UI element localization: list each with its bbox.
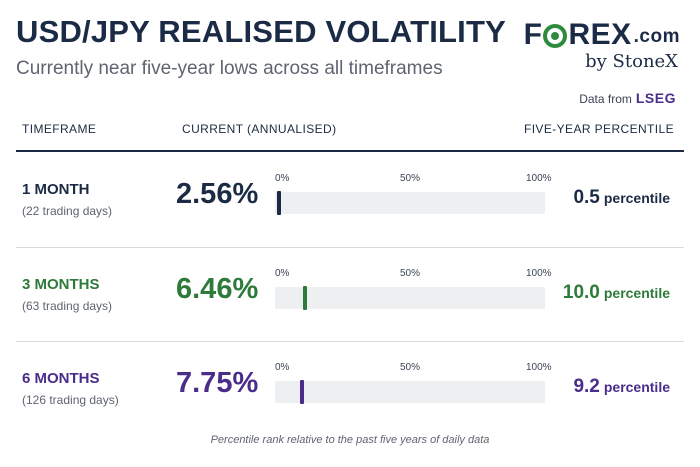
scale-tick-label: 0% bbox=[275, 173, 290, 184]
forex-logo: F REX .com by StoneX bbox=[524, 18, 680, 78]
logo-letters-rex: REX bbox=[568, 18, 632, 51]
percentile-track bbox=[275, 287, 545, 309]
scale-tick-label: 100% bbox=[526, 173, 552, 184]
percentile-number: 0.5 bbox=[573, 187, 600, 208]
percentile-value: 10.0 percentile bbox=[563, 282, 670, 304]
data-source: Data from LSEG bbox=[579, 90, 676, 106]
scale-tick-label: 0% bbox=[275, 268, 290, 279]
column-header-percentile: FIVE-YEAR PERCENTILE bbox=[523, 122, 674, 136]
timeframe-label: 6 MONTHS bbox=[22, 370, 100, 387]
percentile-track bbox=[275, 192, 545, 214]
row-divider bbox=[16, 341, 684, 342]
percentile-word: percentile bbox=[603, 190, 670, 206]
percentile-value: 0.5 percentile bbox=[573, 187, 670, 209]
percentile-word: percentile bbox=[603, 285, 670, 301]
chart-title: USD/JPY REALISED VOLATILITY bbox=[16, 14, 506, 49]
scale-tick-label: 50% bbox=[400, 173, 421, 184]
percentile-number: 9.2 bbox=[573, 376, 600, 397]
logo-letter-f: F bbox=[523, 18, 543, 51]
scale-tick-label: 50% bbox=[400, 268, 421, 279]
percentile-word: percentile bbox=[603, 379, 670, 395]
timeframe-label: 1 MONTH bbox=[22, 181, 90, 198]
column-header-current: CURRENT (ANNUALISED) bbox=[182, 122, 337, 136]
percentile-marker bbox=[300, 380, 305, 404]
source-prefix: Data from bbox=[579, 92, 632, 106]
current-volatility-value: 2.56% bbox=[176, 178, 259, 210]
percentile-marker bbox=[302, 286, 307, 310]
percentile-marker bbox=[276, 191, 281, 215]
source-name: LSEG bbox=[635, 90, 676, 106]
row-divider bbox=[16, 247, 684, 248]
header-divider bbox=[16, 150, 684, 152]
trading-days-label: (126 trading days) bbox=[22, 393, 119, 407]
forex-wordmark: F REX .com bbox=[524, 18, 680, 52]
chart-subtitle: Currently near five-year lows across all… bbox=[16, 58, 443, 79]
scale-tick-label: 100% bbox=[526, 362, 552, 373]
current-volatility-value: 6.46% bbox=[176, 273, 259, 305]
current-volatility-value: 7.75% bbox=[176, 367, 259, 399]
percentile-number: 10.0 bbox=[562, 282, 600, 303]
scale-tick-label: 50% bbox=[400, 362, 421, 373]
logo-o-icon bbox=[543, 24, 568, 48]
trading-days-label: (63 trading days) bbox=[22, 299, 113, 313]
logo-dotcom: .com bbox=[633, 26, 680, 47]
scale-tick-label: 0% bbox=[275, 362, 290, 373]
trading-days-label: (22 trading days) bbox=[22, 204, 113, 218]
logo-by-line: by StoneX bbox=[585, 51, 678, 72]
footnote: Percentile rank relative to the past fiv… bbox=[210, 434, 490, 446]
scale-tick-label: 100% bbox=[526, 268, 552, 279]
timeframe-label: 3 MONTHS bbox=[22, 276, 100, 293]
percentile-track bbox=[275, 381, 545, 403]
percentile-value: 9.2 percentile bbox=[573, 376, 670, 398]
column-header-timeframe: TIMEFRAME bbox=[22, 122, 97, 136]
